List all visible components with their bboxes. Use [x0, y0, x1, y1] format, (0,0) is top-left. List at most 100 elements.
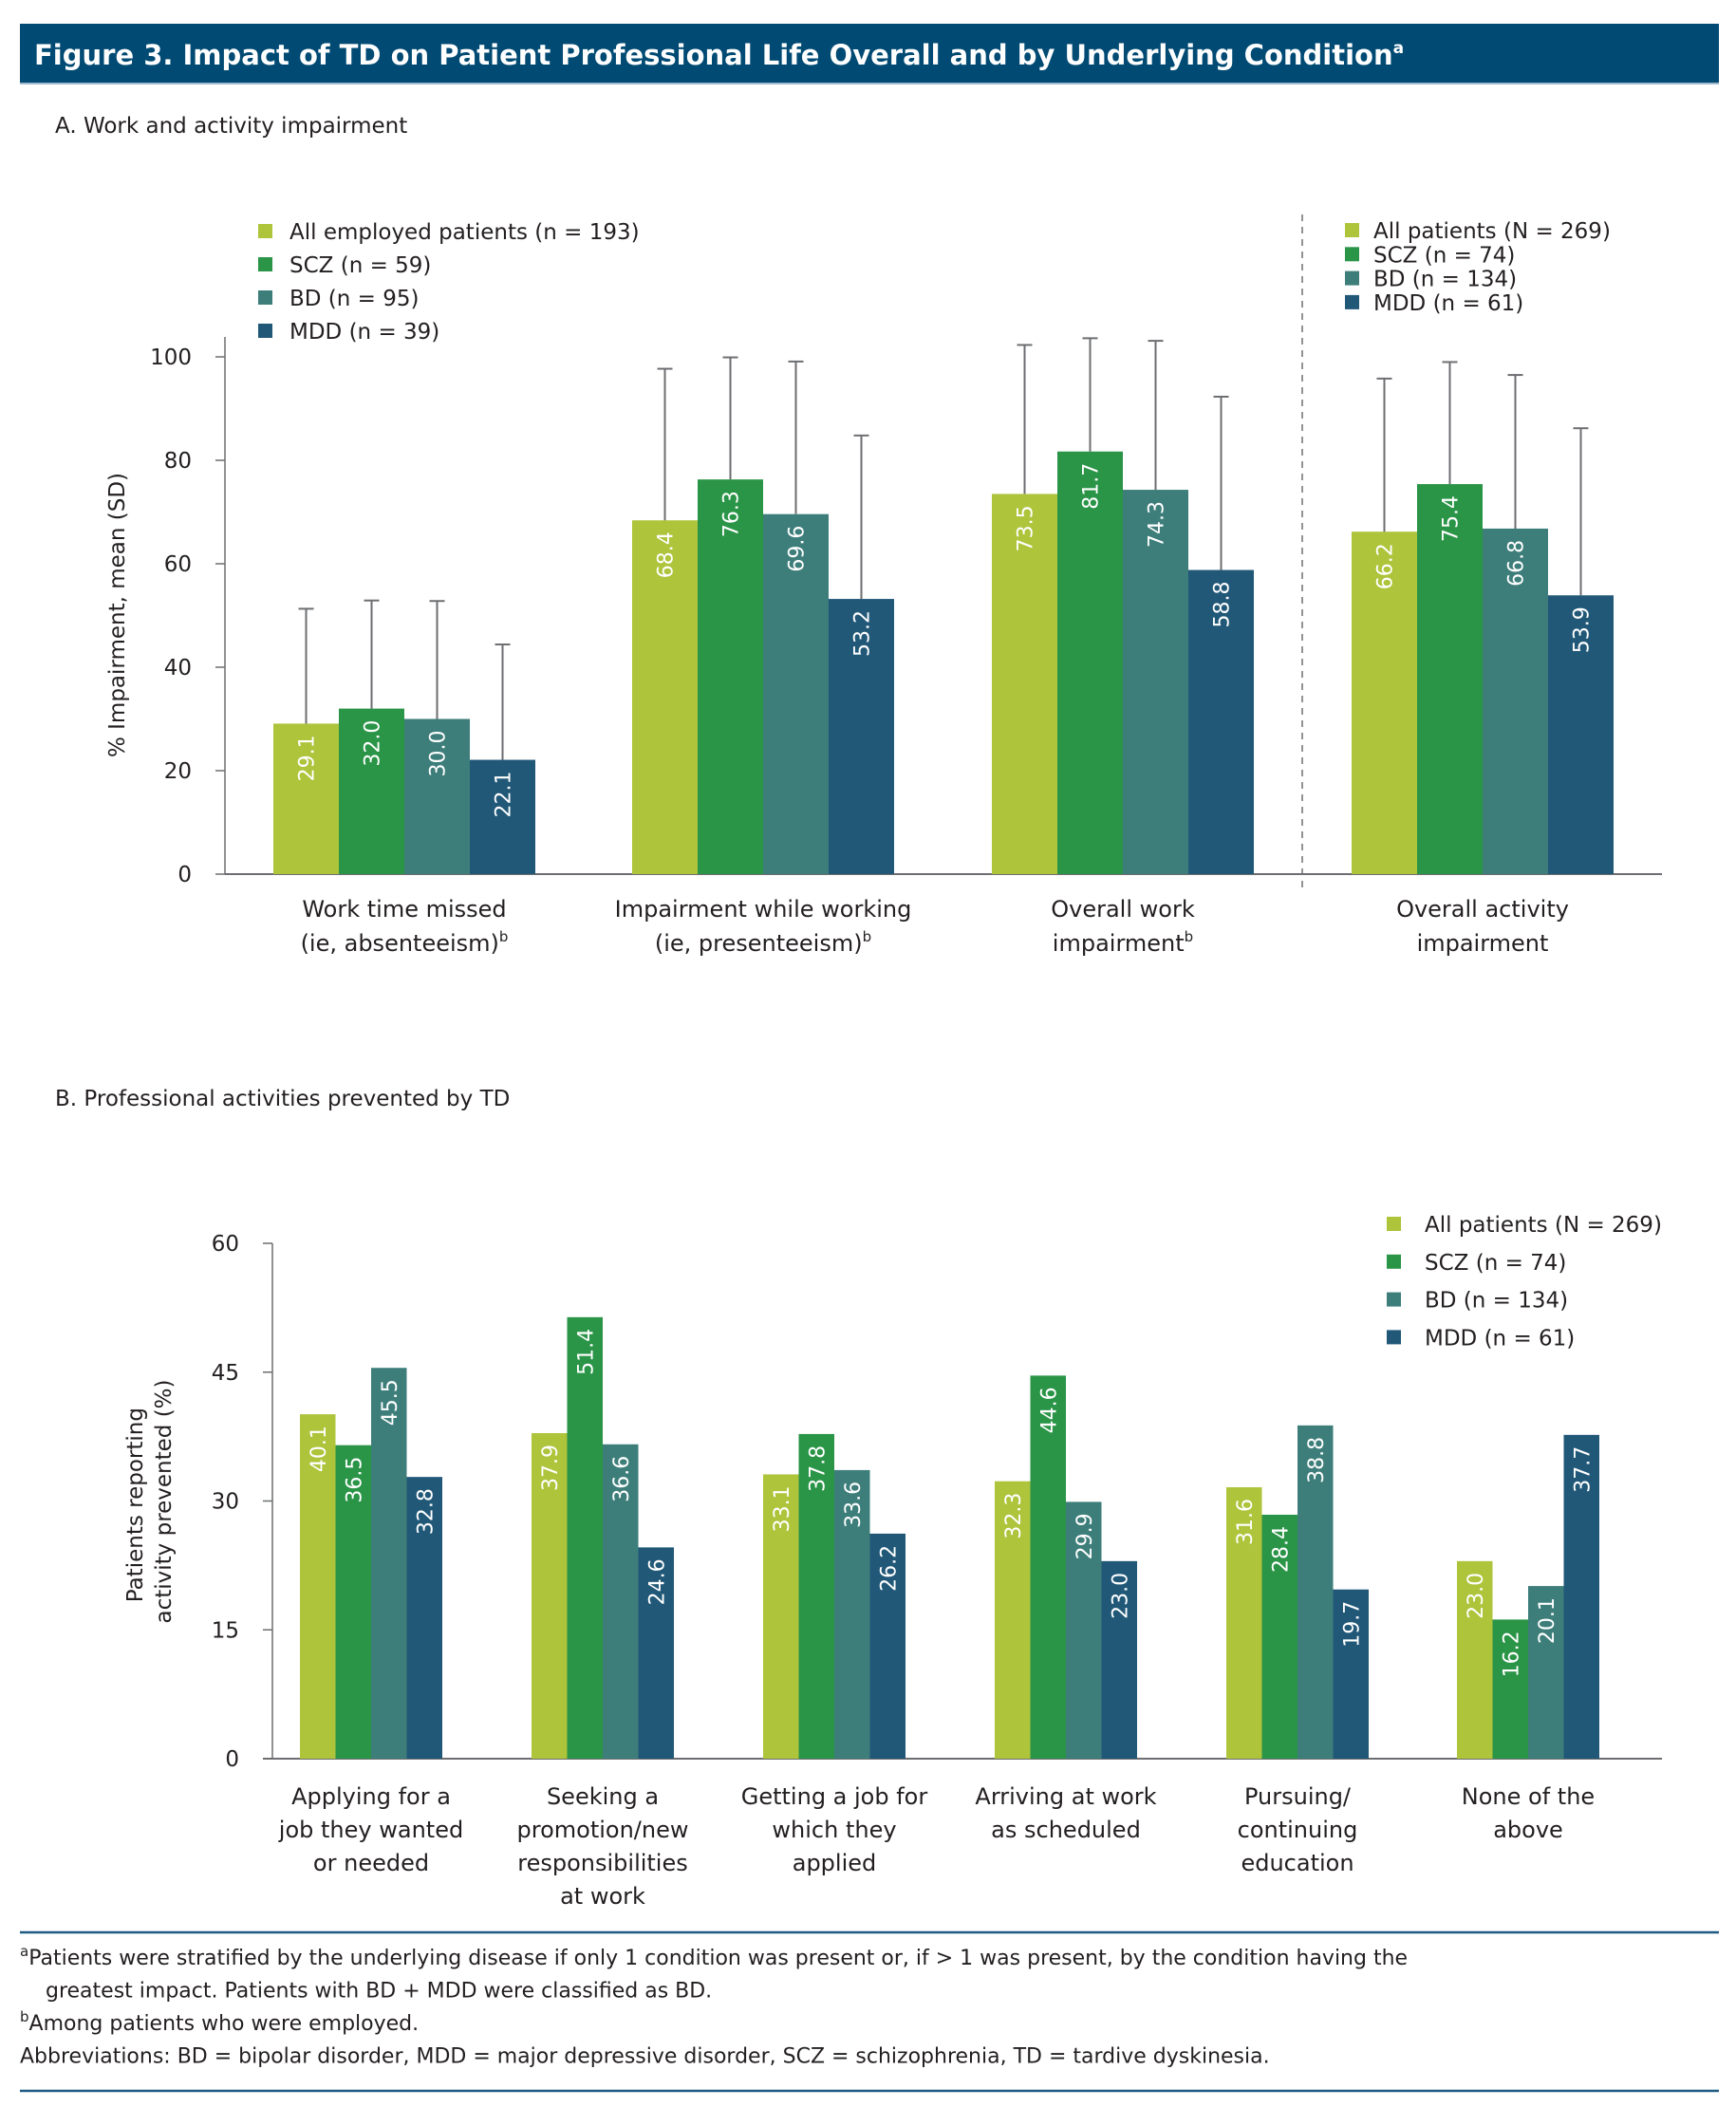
panel-a-y-tick-label: 0: [177, 863, 192, 887]
bar-b-scz-5: [1492, 1619, 1528, 1759]
bar-b-all-3: [995, 1481, 1031, 1759]
panel-b-category-label: job they wanted: [278, 1817, 463, 1843]
bar-a-bd-0: [404, 718, 470, 874]
panel-a-y-axis-label: % Impairment, mean (SD): [105, 473, 130, 757]
legend-swatch-mdd: [258, 324, 272, 338]
figure-title: Figure 3. Impact of TD on Patient Profes…: [34, 39, 1404, 71]
panel-a-legend-employed: All employed patients (n = 193) SCZ (n = …: [258, 220, 640, 345]
bar-b-all-2: [763, 1474, 799, 1759]
data-label-a: 53.9: [1571, 606, 1595, 653]
data-label-b: 33.1: [771, 1485, 794, 1532]
bar-b-mdd-5: [1563, 1434, 1599, 1759]
data-label-a: 69.6: [786, 526, 810, 572]
panel-b-legend: All patients (N = 269) SCZ (n = 74) BD (n …: [1387, 1213, 1662, 1351]
panel-b-category-label: responsibilities: [517, 1850, 688, 1876]
legend-label-scz: SCZ (n = 59): [289, 253, 431, 278]
footnote-line: Abbreviations: BD = bipolar disorder, MD…: [20, 2045, 1270, 2069]
panel-b-category-label: Getting a job for: [741, 1783, 928, 1810]
bar-b-mdd-3: [1101, 1560, 1137, 1759]
data-label-b: 40.1: [308, 1426, 331, 1472]
panel-a-category-label: Work time missed: [302, 896, 506, 923]
legend-swatch-scz: [1387, 1254, 1401, 1269]
legend-swatch-all: [1345, 223, 1359, 237]
data-label-b: 23.0: [1109, 1573, 1132, 1619]
bar-a-scz-3: [1417, 484, 1483, 874]
bar-a-scz-1: [698, 479, 763, 874]
panel-a-y-tick-label: 100: [150, 345, 192, 370]
panel-b-category-label: education: [1241, 1850, 1353, 1876]
bar-b-all-5: [1457, 1560, 1493, 1759]
bar-a-bd-1: [763, 513, 829, 874]
panel-a-y-tick-label: 80: [164, 449, 192, 474]
data-label-b: 33.6: [842, 1482, 866, 1528]
bar-a-bd-3: [1483, 528, 1548, 874]
data-label-b: 16.2: [1500, 1631, 1523, 1677]
bar-b-scz-0: [335, 1445, 371, 1759]
data-label-a: 66.8: [1505, 540, 1529, 587]
legend-label-mdd: MDD (n = 61): [1373, 291, 1523, 316]
bar-a-all-2: [992, 494, 1057, 874]
legend-swatch-bd: [1345, 270, 1359, 286]
data-label-a: 81.7: [1080, 463, 1104, 510]
panel-a-category-label: impairmentb: [1053, 928, 1193, 957]
data-label-b: 26.2: [877, 1545, 901, 1592]
bar-b-bd-2: [834, 1469, 870, 1759]
footnote-line: greatest impact. Patients with BD + MDD …: [46, 1980, 712, 2004]
bar-a-mdd-3: [1548, 595, 1614, 874]
panel-b-y-tick-label: 60: [212, 1232, 239, 1257]
legend-label-scz: SCZ (n = 74): [1373, 243, 1515, 268]
title-bar: [20, 24, 1719, 84]
data-label-a: 58.8: [1211, 582, 1235, 628]
panel-b-category-label: above: [1493, 1817, 1563, 1843]
bar-b-mdd-1: [638, 1547, 674, 1759]
data-label-b: 37.7: [1571, 1446, 1595, 1493]
data-label-b: 32.3: [1002, 1493, 1026, 1539]
panel-a-category-label: Overall work: [1051, 896, 1195, 923]
data-label-a: 73.5: [1015, 505, 1038, 551]
data-label-a: 66.2: [1374, 543, 1398, 589]
data-label-b: 37.8: [806, 1445, 830, 1492]
legend-label-bd: BD (n = 134): [1373, 268, 1517, 292]
panel-b-title: B. Professional activities prevented by …: [55, 1087, 510, 1111]
legend-swatch-all: [258, 224, 272, 238]
bar-b-bd-4: [1297, 1425, 1334, 1759]
panel-b-category-label: which they: [772, 1817, 896, 1843]
bar-b-scz-1: [567, 1316, 603, 1759]
bar-a-mdd-2: [1188, 569, 1254, 874]
panel-a-category-label: (ie, presenteeism)b: [655, 928, 871, 957]
legend-swatch-scz: [1345, 247, 1359, 262]
bar-b-bd-1: [603, 1444, 639, 1759]
panel-b-category-label: or needed: [313, 1850, 429, 1876]
legend-swatch-scz: [258, 257, 272, 271]
data-label-b: 51.4: [574, 1329, 598, 1375]
bar-b-scz-4: [1261, 1514, 1297, 1759]
data-label-b: 37.9: [539, 1445, 563, 1491]
data-label-b: 23.0: [1465, 1573, 1488, 1619]
footnote-line: aPatients were stratified by the underly…: [20, 1943, 1408, 1970]
panel-b-y-axis-label: Patients reporting activity prevented (%…: [123, 1379, 177, 1623]
data-label-b: 45.5: [379, 1379, 402, 1426]
data-label-b: 38.8: [1305, 1437, 1329, 1483]
legend-label-all: All patients (N = 269): [1373, 219, 1611, 244]
bar-b-mdd-0: [406, 1477, 442, 1759]
bar-b-all-1: [532, 1433, 568, 1759]
footnotes: aPatients were stratified by the underly…: [20, 1930, 1719, 2093]
data-label-b: 31.6: [1234, 1499, 1258, 1545]
footnote-marker: a: [20, 1943, 28, 1960]
data-label-b: 28.4: [1269, 1526, 1293, 1573]
legend-label-mdd: MDD (n = 39): [289, 320, 439, 345]
panel-b-y-tick-label: 15: [212, 1618, 239, 1643]
bar-b-all-4: [1226, 1487, 1262, 1759]
legend-swatch-bd: [1387, 1292, 1401, 1307]
panel-b-category-label: continuing: [1238, 1817, 1358, 1843]
legend-label-all: All employed patients (n = 193): [289, 220, 640, 245]
panel-b-category-label: Applying for a: [291, 1783, 451, 1810]
data-label-b: 29.9: [1073, 1513, 1097, 1559]
bar-a-all-3: [1352, 531, 1417, 874]
bar-b-all-0: [300, 1414, 336, 1759]
bar-b-scz-2: [798, 1433, 834, 1759]
panel-b-y-tick-label: 45: [212, 1361, 239, 1386]
panel-b-category-label: applied: [793, 1850, 877, 1876]
bar-a-scz-2: [1057, 451, 1123, 874]
